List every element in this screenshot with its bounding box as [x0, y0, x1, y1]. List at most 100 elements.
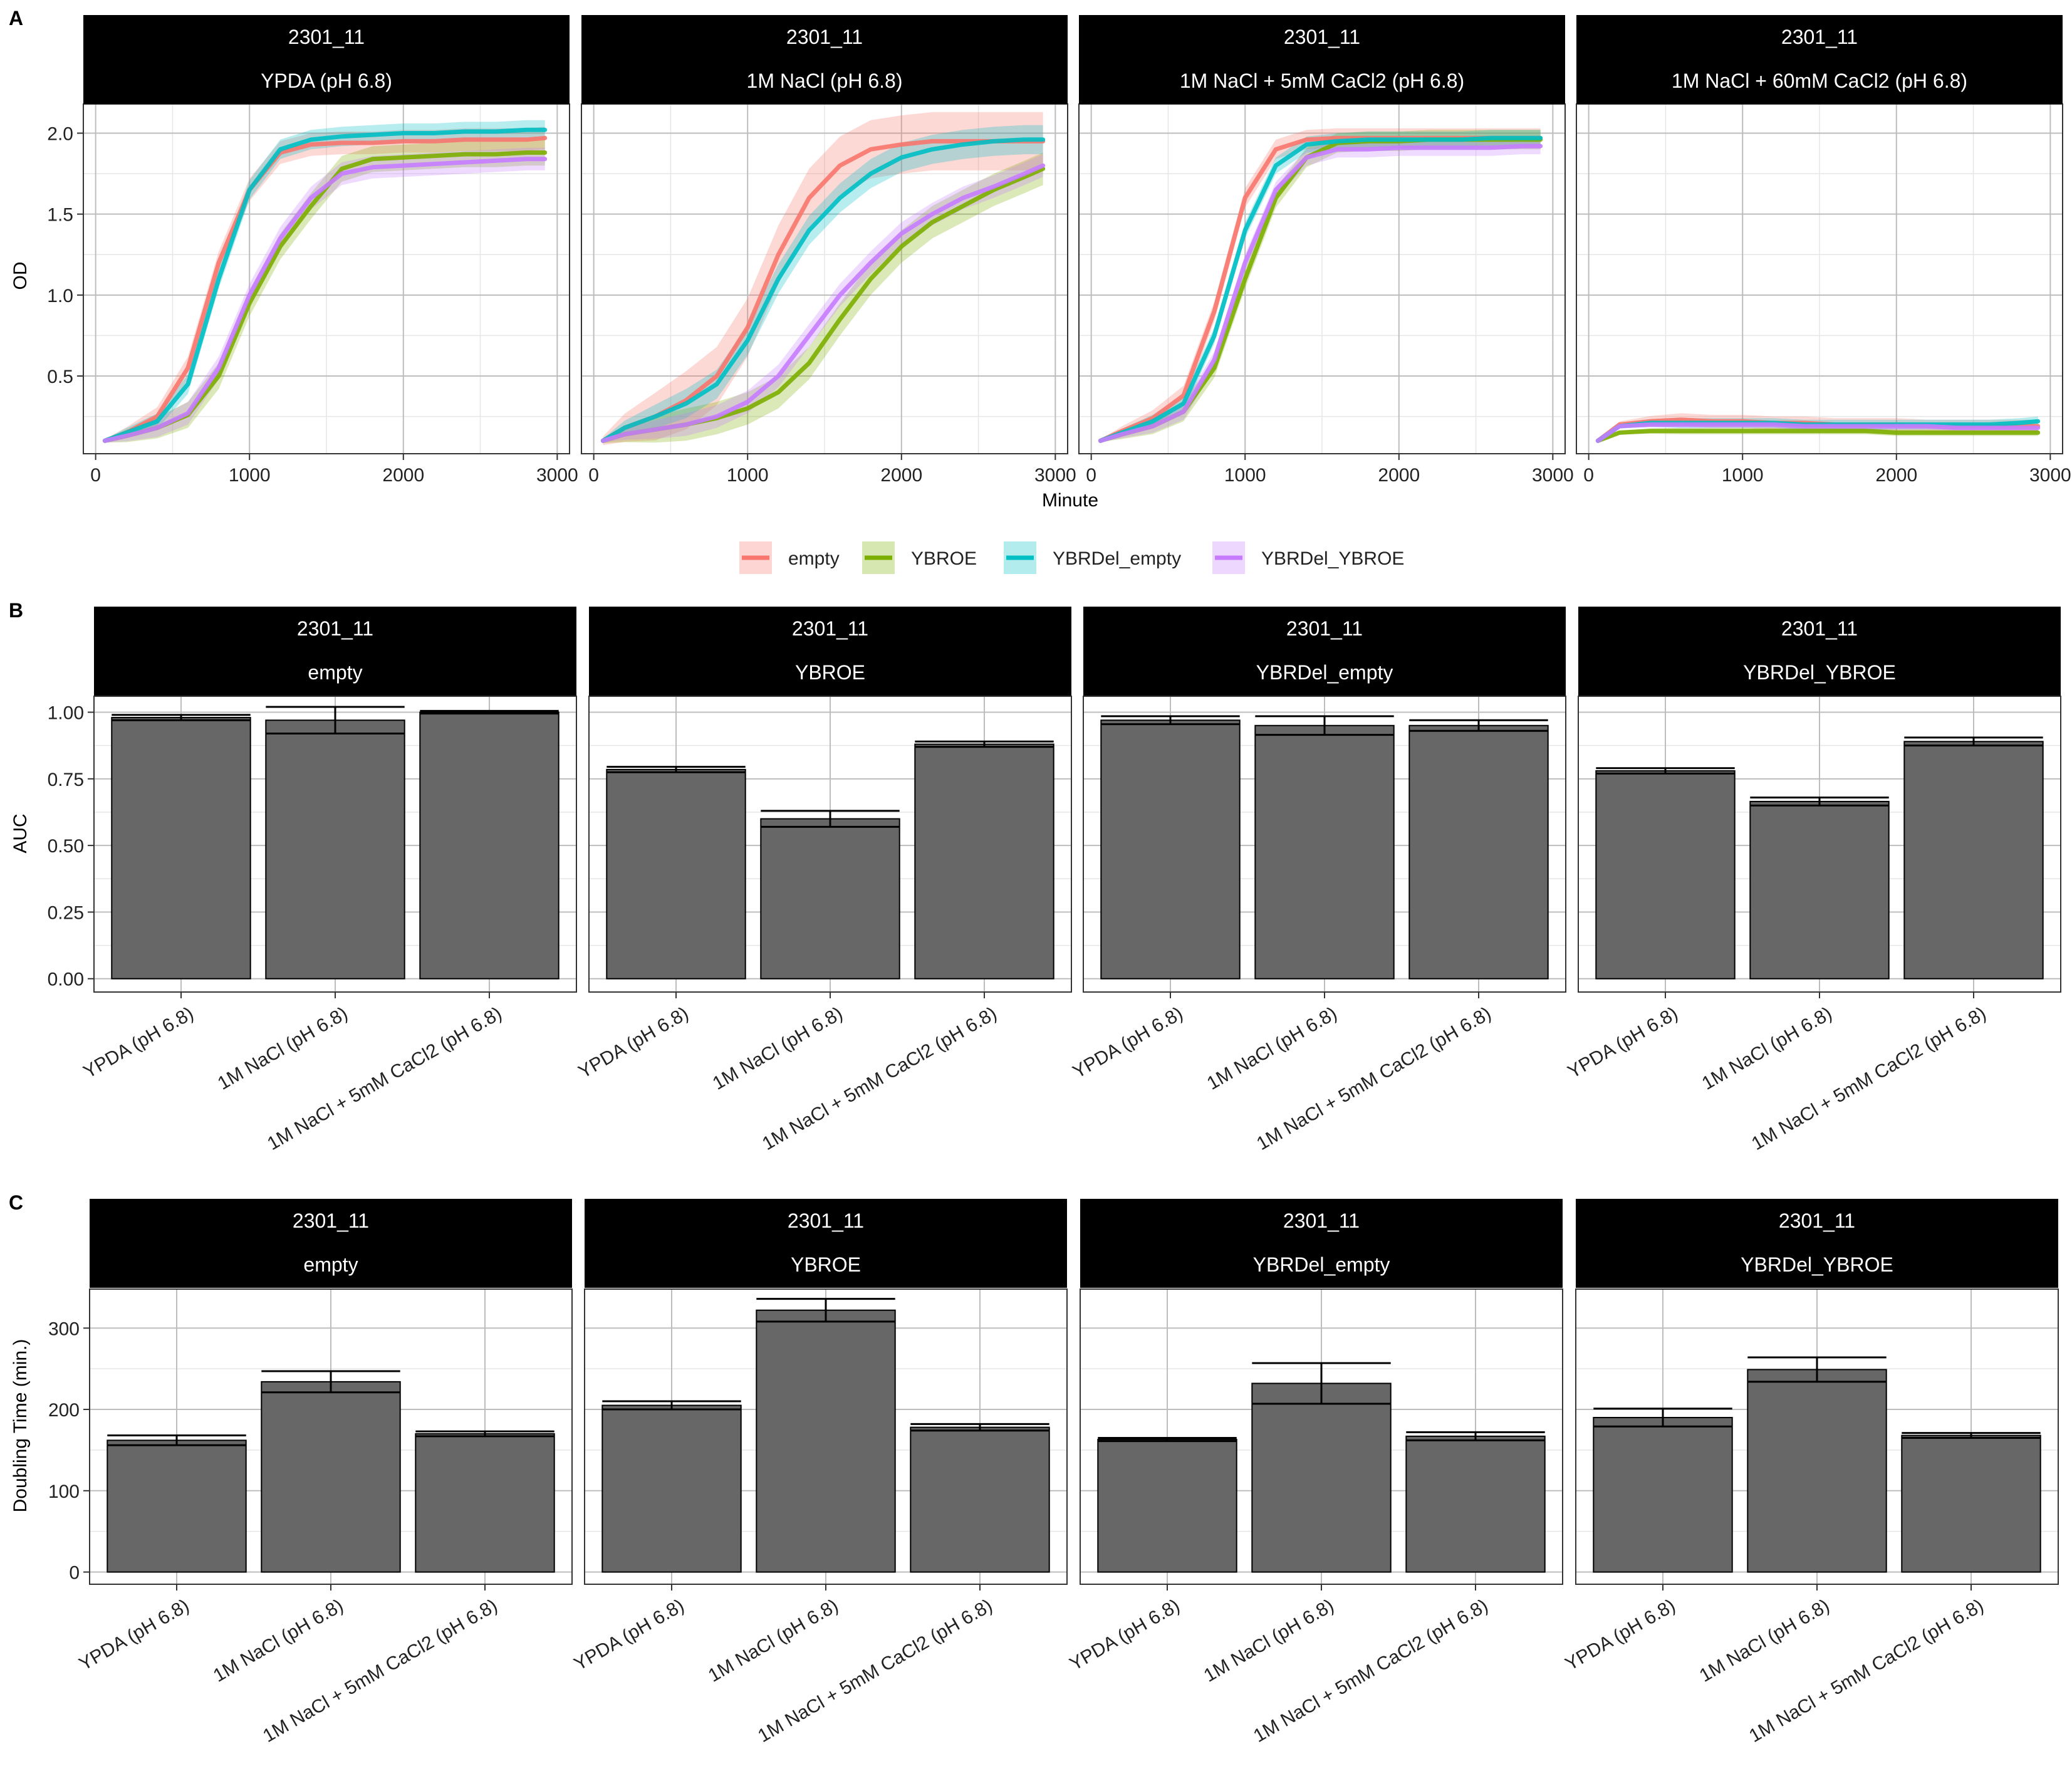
- facet-strip: [585, 1199, 1067, 1288]
- x-tick-label: 1M NaCl (pH 6.8): [210, 1595, 347, 1686]
- y-tick-label: 0.50: [48, 836, 84, 857]
- x-tick-label: 1M NaCl (pH 6.8): [1696, 1595, 1833, 1686]
- facet-strip-label: 2301_11: [792, 617, 868, 640]
- panel-label-b: B: [9, 599, 23, 622]
- y-tick-label: 0.25: [48, 902, 84, 923]
- x-tick-label: 0: [1583, 465, 1594, 486]
- legend: empty YBROE YBRDel_empty YBRDel_YBROE: [739, 541, 1404, 574]
- x-tick-label: 1000: [1224, 465, 1266, 486]
- x-tick-label: 1M NaCl (pH 6.8): [1699, 1003, 1836, 1094]
- facet-strip-label: 2301_11: [1781, 617, 1858, 640]
- series-line: [1595, 422, 2041, 443]
- series-ribbon: [105, 147, 545, 443]
- facet-strip-label: YBROE: [795, 661, 865, 684]
- series-ribbon: [105, 139, 545, 443]
- x-tick-label: YPDA (pH 6.8): [76, 1595, 193, 1674]
- facet-strip-label: empty: [308, 661, 362, 684]
- facet-strip: [94, 607, 576, 696]
- x-tick-label: 1M NaCl + 5mM CaCl2 (pH 6.8): [754, 1595, 996, 1747]
- x-tick-label: YPDA (pH 6.8): [1070, 1003, 1187, 1082]
- panel-b-y-axis-title: AUC: [10, 813, 31, 853]
- panel-label-c: C: [9, 1191, 23, 1214]
- series-ribbon: [603, 125, 1043, 443]
- x-tick-label: YPDA (pH 6.8): [1564, 1003, 1682, 1082]
- x-tick-label: 1000: [727, 465, 769, 486]
- bar: [601, 1404, 742, 1573]
- x-tick-label: 1M NaCl (pH 6.8): [705, 1595, 842, 1686]
- bar: [419, 711, 560, 979]
- series-ribbon: [603, 112, 1043, 446]
- series-ribbon: [603, 152, 1043, 444]
- legend-item: YBRDel_YBROE: [1212, 541, 1404, 574]
- bar: [107, 1439, 247, 1573]
- series-line: [600, 163, 1046, 443]
- y-tick-label: 1.5: [47, 205, 73, 226]
- facet-line-chart: 2301_11 1M NaCl + 5mM CaCl2 (pH 6.8) 0 1000…: [1078, 15, 1574, 486]
- bar: [111, 717, 251, 979]
- bar: [1254, 724, 1395, 979]
- x-tick-label: YPDA (pH 6.8): [1066, 1595, 1184, 1674]
- panel-a-x-axis-title: Minute: [1042, 490, 1098, 511]
- x-tick-label: 1M NaCl (pH 6.8): [709, 1003, 846, 1094]
- x-tick-label: 1M NaCl + 5mM CaCl2 (pH 6.8): [1250, 1595, 1491, 1747]
- x-tick-label: 1M NaCl (pH 6.8): [1204, 1003, 1341, 1094]
- series-line: [1098, 135, 1543, 443]
- bar: [1595, 770, 1736, 979]
- legend-label: YBRDel_YBROE: [1261, 548, 1404, 569]
- bar: [1097, 1439, 1237, 1573]
- facet-line-chart: 2301_11 YPDA (pH 6.8) 0 1000 2000 3000: [83, 15, 578, 486]
- bar: [914, 743, 1054, 979]
- bar: [1749, 800, 1890, 979]
- x-tick-label: 0: [1086, 465, 1096, 486]
- x-tick-label: 1M NaCl + 5mM CaCl2 (pH 6.8): [1253, 1003, 1494, 1154]
- bar: [1901, 1434, 2041, 1573]
- facet-strip-label: 2301_11: [788, 1209, 864, 1232]
- panel-a-line-charts: 2301_11 YPDA (pH 6.8) 0 1000 2000 3000 0.5 1.0 1…: [47, 15, 2071, 486]
- y-tick-label: 2.0: [47, 124, 73, 145]
- panel-a-y-axis-title: OD: [10, 262, 31, 290]
- facet-line-chart: 2301_11 1M NaCl (pH 6.8) 0 1000 2000 3000: [581, 15, 1076, 486]
- x-tick-label: 1M NaCl (pH 6.8): [214, 1003, 351, 1094]
- x-tick-label: 2000: [1378, 465, 1420, 486]
- facet-strip: [1080, 1199, 1563, 1288]
- bar: [261, 1381, 401, 1573]
- series-line: [1098, 144, 1543, 443]
- panel-label-a: A: [9, 7, 23, 29]
- legend-item: YBRDel_empty: [1004, 541, 1181, 574]
- x-tick-label: YPDA (pH 6.8): [571, 1595, 688, 1674]
- facet-strip: [1079, 15, 1565, 104]
- x-tick-label: 3000: [2029, 465, 2071, 486]
- bar: [1251, 1382, 1392, 1573]
- facet-strip-label: 2301_11: [288, 26, 365, 48]
- bar: [1747, 1369, 1887, 1573]
- y-tick-label: 300: [48, 1319, 80, 1339]
- x-tick-label: 0: [588, 465, 599, 486]
- facet-strip-label: YBRDel_empty: [1256, 661, 1393, 684]
- facet-strip-label: 1M NaCl + 5mM CaCl2 (pH 6.8): [1180, 70, 1464, 92]
- facet-strip: [589, 607, 1071, 696]
- x-tick-label: 3000: [1532, 465, 1574, 486]
- facet-strip: [581, 15, 1068, 104]
- bar: [1593, 1417, 1733, 1573]
- bar: [1408, 724, 1549, 979]
- series-line: [1595, 429, 2041, 443]
- bar: [1903, 741, 2044, 979]
- x-tick-label: 1M NaCl + 5mM CaCl2 (pH 6.8): [759, 1003, 1000, 1154]
- x-tick-label: 1M NaCl (pH 6.8): [1200, 1595, 1338, 1686]
- bar: [1100, 719, 1241, 979]
- y-tick-label: 100: [48, 1481, 80, 1502]
- series-line: [102, 127, 548, 443]
- y-tick-label: 1.0: [47, 286, 73, 306]
- facet-strip-label: 2301_11: [786, 26, 863, 48]
- x-tick-label: 3000: [536, 465, 578, 486]
- facet-strip-label: YBRDel_empty: [1253, 1253, 1390, 1276]
- x-tick-label: 2000: [1875, 465, 1917, 486]
- x-tick-label: 1000: [229, 465, 271, 486]
- facet-strip-label: 2301_11: [1284, 26, 1360, 48]
